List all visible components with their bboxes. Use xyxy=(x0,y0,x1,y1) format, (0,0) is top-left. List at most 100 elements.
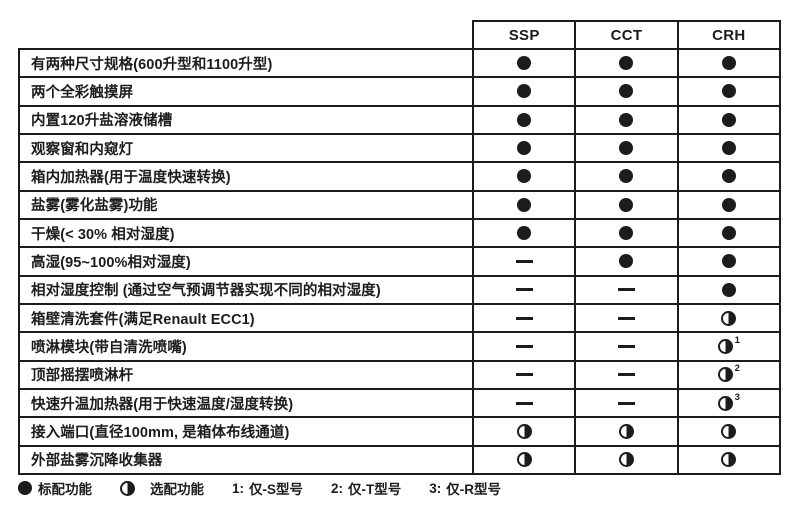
matrix-cell xyxy=(474,333,574,359)
column-header-cct: CCT xyxy=(574,22,676,48)
matrix-cell xyxy=(574,163,676,190)
matrix-cell xyxy=(574,78,676,105)
half-circle-icon xyxy=(717,395,733,411)
matrix-cell xyxy=(574,106,676,133)
matrix-row xyxy=(474,132,779,162)
legend-label-standard: 标配功能 xyxy=(38,482,92,497)
filled-circle-icon xyxy=(619,254,634,269)
matrix-cell xyxy=(676,418,779,445)
legend-note-2-prefix: 2: xyxy=(331,480,344,496)
dash-icon xyxy=(617,373,635,377)
filled-circle-icon xyxy=(517,84,532,99)
matrix-cell xyxy=(574,276,676,303)
matrix-cell xyxy=(574,50,676,77)
legend-item-note-2: 2: 仅-T型号 xyxy=(331,478,401,498)
matrix-cell xyxy=(574,248,676,275)
matrix-row xyxy=(474,50,779,77)
feature-row: 两个全彩触摸屏 xyxy=(20,76,472,104)
filled-circle-icon xyxy=(721,197,736,212)
matrix-cell xyxy=(574,333,676,360)
matrix-row: 2 xyxy=(474,359,779,388)
matrix-cell xyxy=(676,78,779,105)
matrix-cell xyxy=(474,447,574,473)
half-circle-icon xyxy=(516,452,532,468)
feature-row: 观察窗和内窥灯 xyxy=(20,132,472,161)
matrix-cell xyxy=(574,446,676,473)
matrix-row: 3 xyxy=(474,387,779,417)
matrix-cell xyxy=(676,106,779,133)
matrix-cell xyxy=(474,135,574,161)
filled-circle-icon xyxy=(619,169,634,184)
filled-circle-icon xyxy=(721,226,736,241)
matrix-cell xyxy=(474,192,574,218)
filled-circle-icon xyxy=(619,141,634,156)
matrix-cell xyxy=(474,362,574,388)
filled-circle-icon xyxy=(517,112,532,127)
legend-label-optional: 选配功能 xyxy=(150,482,204,497)
matrix-row xyxy=(474,189,779,218)
legend: 标配功能 选配功能 1: 仅-S型号 2: 仅-T型号 3: 仅-R型号 xyxy=(18,479,501,497)
feature-row: 有两种尺寸规格(600升型和1100升型) xyxy=(31,56,273,73)
matrix-cell xyxy=(574,191,676,218)
feature-table: 有两种尺寸规格(600升型和1100升型) 两个全彩触摸屏 内置120升盐溶液储槽观… xyxy=(18,48,472,475)
dash-icon xyxy=(617,316,635,320)
dash-icon xyxy=(515,344,533,348)
filled-circle-icon xyxy=(721,169,736,184)
matrix-cell xyxy=(676,163,779,190)
feature-row: 顶部摇摆喷淋杆 xyxy=(20,359,472,388)
dash-icon xyxy=(617,344,635,348)
matrix-row xyxy=(474,246,779,275)
half-circle-icon xyxy=(717,367,733,383)
feature-row: 接入端口(直径100mm, 是箱体布线通道) xyxy=(20,416,472,444)
matrix-row xyxy=(474,76,779,105)
feature-row: 箱内加热器(用于温度快速转换) xyxy=(20,161,472,189)
footnote-superscript: 1 xyxy=(734,334,740,346)
matrix-cell: 1 xyxy=(676,333,779,360)
feature-row: 外部盐雾沉降收集器 xyxy=(20,444,472,473)
filled-circle-icon xyxy=(721,282,736,297)
half-circle-icon xyxy=(618,452,634,468)
dash-icon xyxy=(515,316,533,320)
filled-circle-icon xyxy=(619,197,634,212)
filled-circle-icon xyxy=(517,197,532,212)
matrix-cell xyxy=(574,418,676,445)
feature-row: 盐雾(雾化盐雾)功能 xyxy=(20,189,472,218)
matrix-cell: 3 xyxy=(676,389,779,417)
filled-circle-icon xyxy=(517,226,532,241)
half-circle-icon xyxy=(618,423,634,439)
matrix-body: 1 2 3 xyxy=(474,50,779,473)
dash-icon xyxy=(515,259,533,263)
filled-circle-icon xyxy=(721,254,736,269)
footnote-superscript: 2 xyxy=(734,363,740,375)
filled-circle-icon xyxy=(721,112,736,127)
matrix-cell xyxy=(676,446,779,473)
legend-note-1-prefix: 1: xyxy=(232,480,245,496)
matrix-cell xyxy=(474,418,574,444)
matrix-cell xyxy=(474,390,574,416)
matrix-cell xyxy=(474,78,574,104)
matrix-cell xyxy=(474,248,574,274)
legend-note-3-label: 仅-R型号 xyxy=(446,482,502,497)
matrix-cell xyxy=(676,191,779,218)
matrix-cell xyxy=(474,107,574,133)
matrix-cell xyxy=(474,277,574,303)
matrix-cell xyxy=(676,304,779,332)
dash-icon xyxy=(515,373,533,377)
half-circle-icon xyxy=(120,480,135,496)
matrix-cell xyxy=(574,389,676,417)
matrix-cell xyxy=(474,305,574,331)
feature-row: 内置120升盐溶液储槽 xyxy=(20,104,472,133)
half-circle-icon xyxy=(721,452,737,468)
filled-circle-icon xyxy=(721,141,736,156)
legend-item-standard: 标配功能 xyxy=(18,478,92,498)
matrix-cell xyxy=(574,219,676,247)
matrix-row xyxy=(474,444,779,473)
feature-row: 干燥(< 30% 相对湿度) xyxy=(20,217,472,246)
matrix-cell xyxy=(474,50,574,76)
matrix-row xyxy=(474,416,779,445)
feature-row: 喷淋模块(带自清洗喷嘴) xyxy=(20,331,472,359)
matrix-cell xyxy=(574,361,676,388)
dash-icon xyxy=(617,288,635,292)
matrix-cell xyxy=(676,50,779,77)
